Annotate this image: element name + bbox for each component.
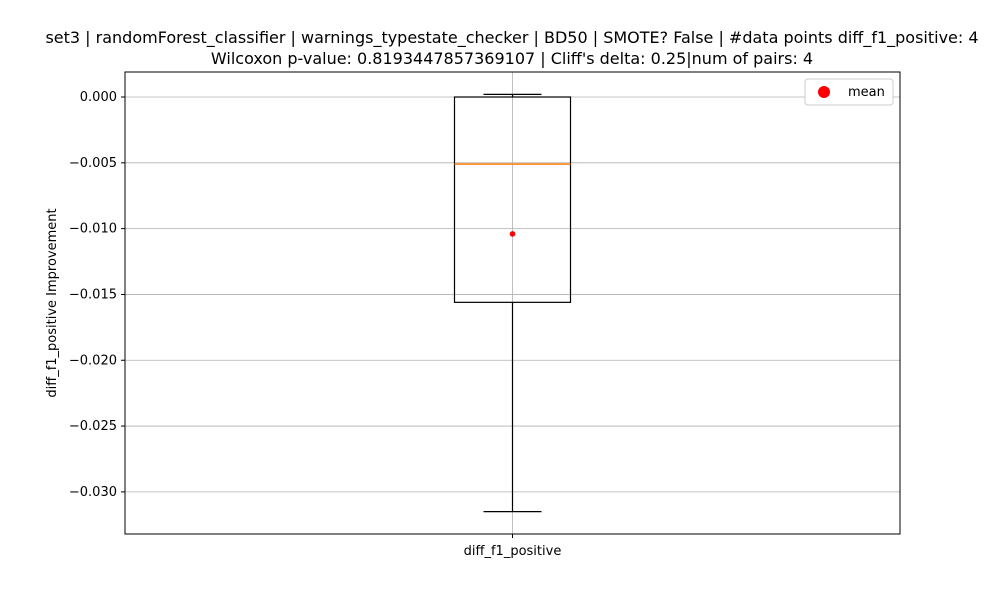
y-tick-label: 0.000 — [80, 90, 117, 105]
y-tick-label: −0.005 — [69, 156, 117, 171]
x-tick-label: diff_f1_positive — [464, 544, 562, 559]
chart-title-line2: Wilcoxon p-value: 0.8193447857369107 | C… — [211, 49, 813, 68]
legend-mean-label: mean — [848, 85, 885, 100]
legend-frame — [804, 78, 894, 106]
plot-area-frame — [124, 71, 901, 535]
y-axis-label: diff_f1_positive Improvement — [45, 208, 60, 397]
y-axis-ticks: 0.000 −0.005 −0.010 −0.015 −0.020 −0.025 −0.03… — [69, 90, 125, 500]
y-tick-label: −0.030 — [69, 485, 117, 500]
y-tick-label: −0.025 — [69, 419, 117, 434]
box-plot — [453, 93, 572, 513]
x-axis-ticks: diff_f1_positive — [464, 534, 562, 559]
y-tick-label: −0.015 — [69, 287, 117, 302]
y-tick-label: −0.020 — [69, 353, 117, 368]
legend: mean — [804, 78, 894, 106]
chart-title-line1: set3 | randomForest_classifier | warning… — [45, 28, 978, 48]
mean-marker — [509, 231, 516, 237]
iqr-box — [453, 96, 572, 303]
legend-mean-marker — [818, 86, 830, 98]
y-tick-label: −0.010 — [69, 222, 117, 237]
